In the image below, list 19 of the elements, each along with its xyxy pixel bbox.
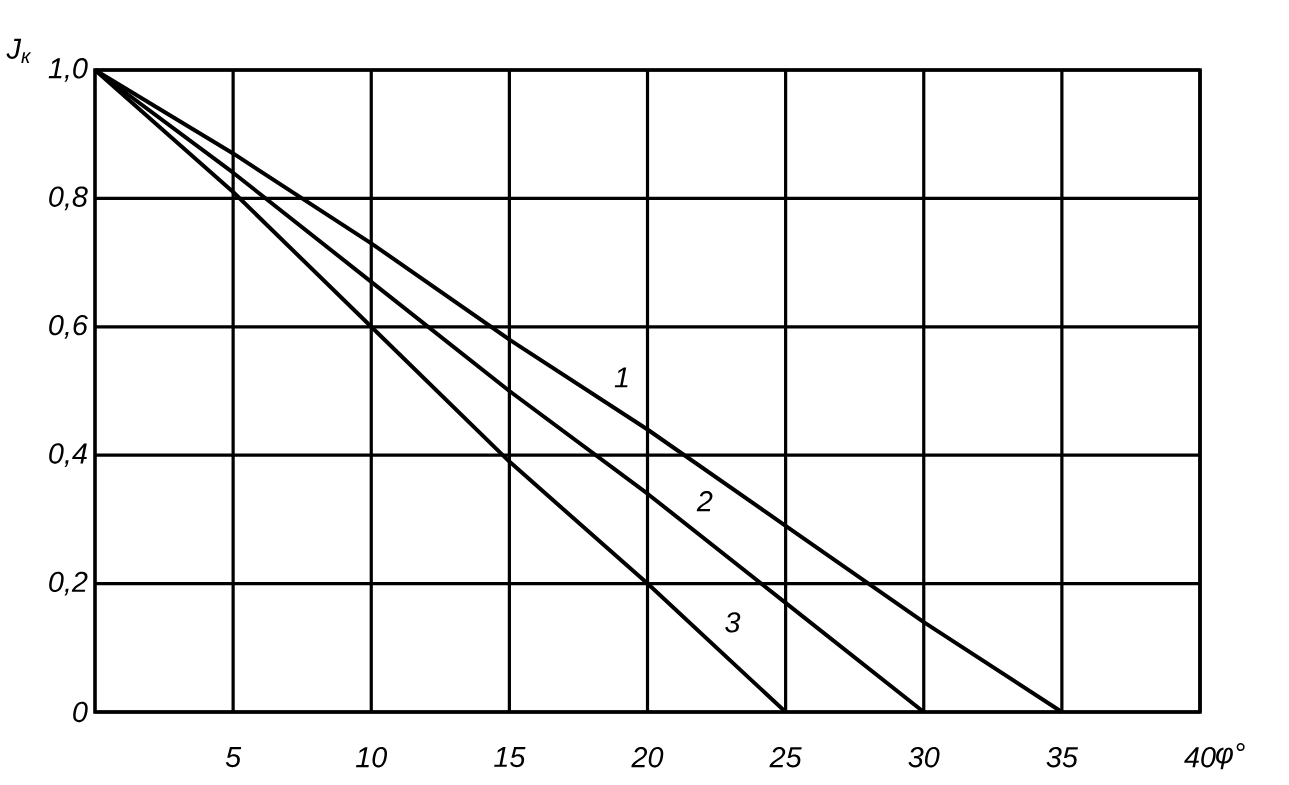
x-tick-label: 15 [494,747,526,768]
x-tick-label: 40 [1184,747,1216,768]
series-label: 3 [725,612,741,633]
x-tick-label: 25 [769,747,802,768]
y-axis-title: J$_{к}$ [6,38,32,63]
x-tick-label: 5 [225,747,242,768]
x-tick-label: 30 [908,747,940,768]
series-label: 1 [614,367,628,388]
y-tick-label: 0,2 [49,571,88,596]
y-tick-label: 0,8 [49,186,88,211]
y-tick-label: 1,0 [48,58,88,82]
x-tick-label: 20 [631,747,664,768]
x-tick-label: 10 [355,747,388,768]
y-tick-label: 0,4 [49,443,87,468]
x-axis-title: φ° [1216,743,1245,770]
series-label: 2 [696,491,713,512]
y-tick-label: 0,6 [49,314,88,339]
x-tick-label: 35 [1046,747,1078,768]
y-tick-label: 0 [73,701,88,723]
